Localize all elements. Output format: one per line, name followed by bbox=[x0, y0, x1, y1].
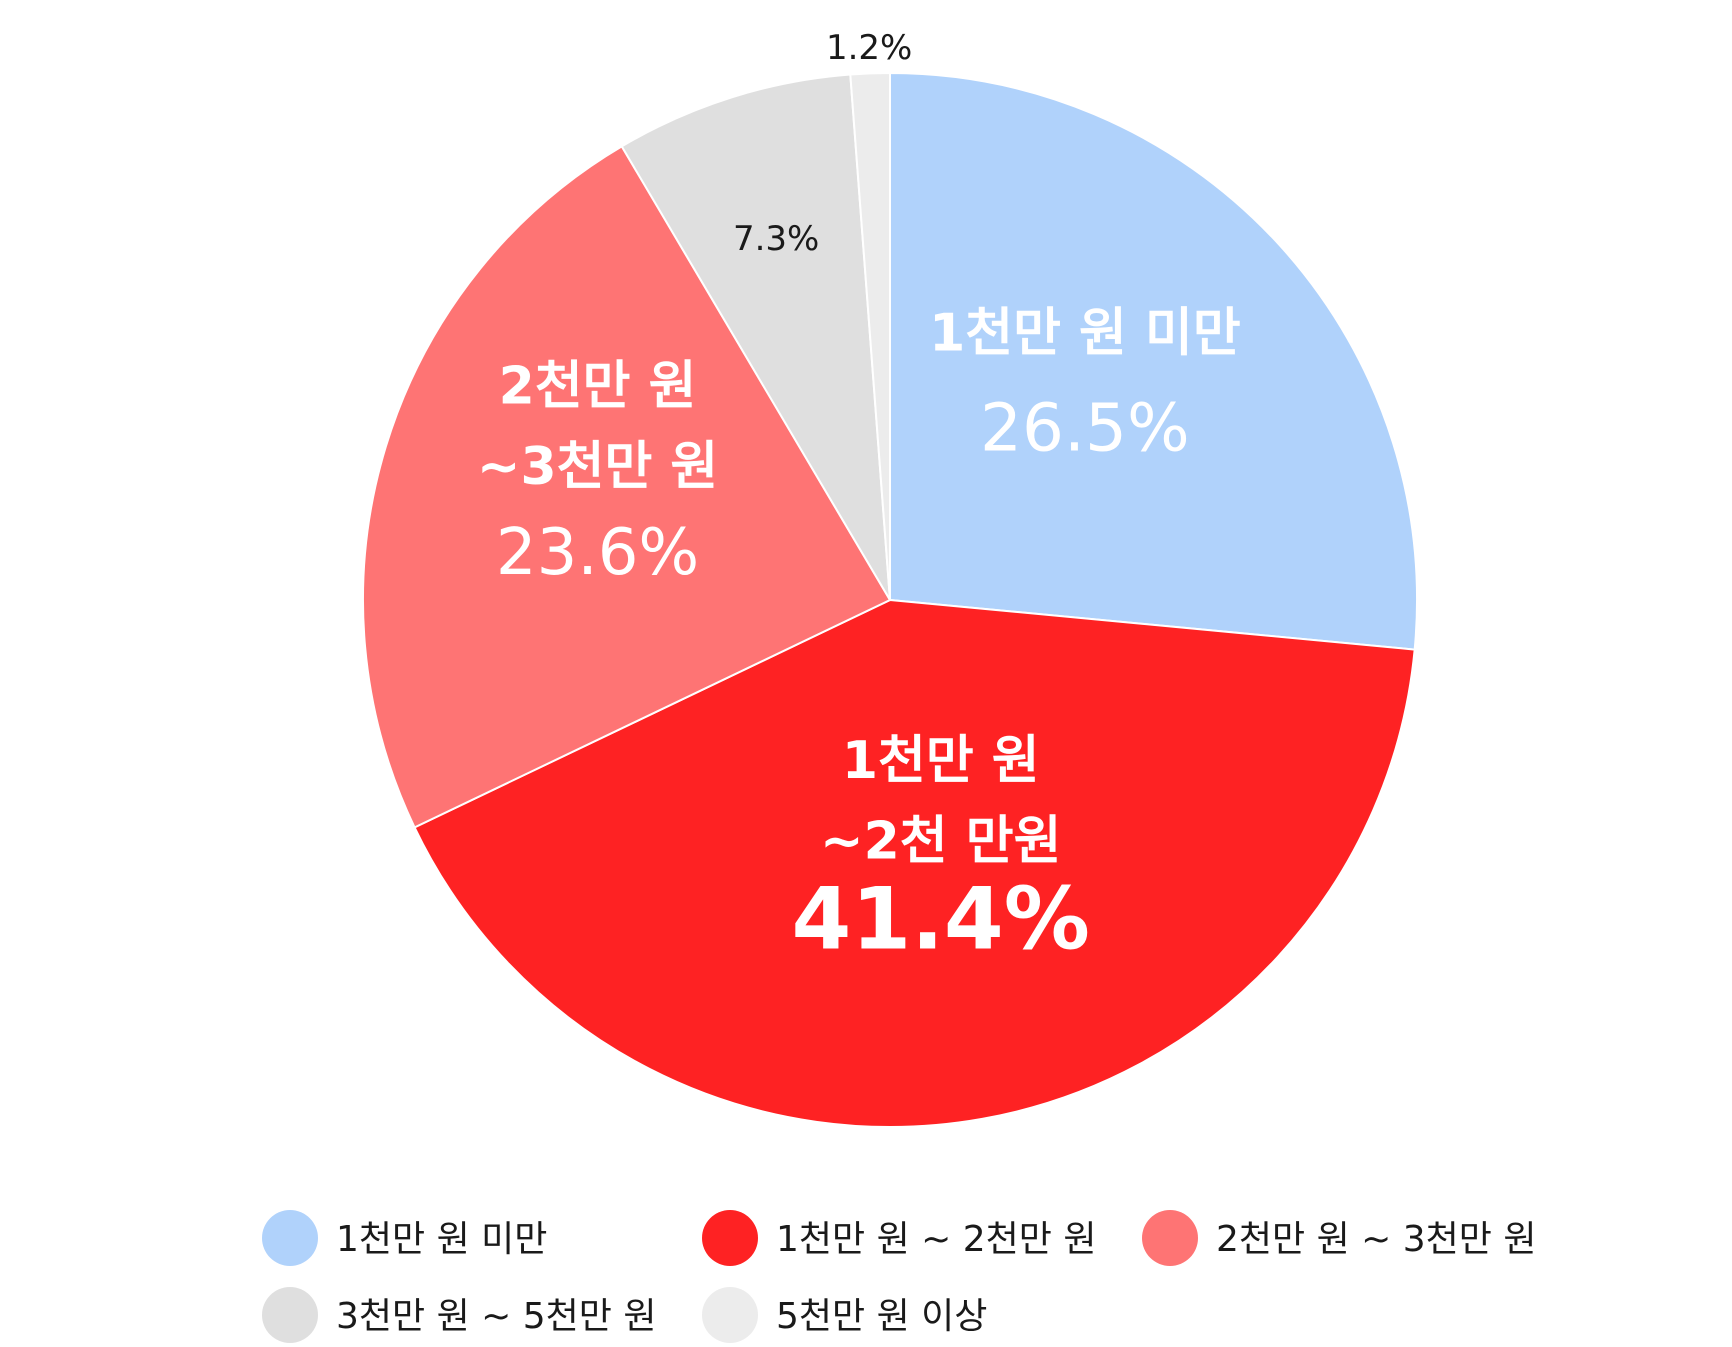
slice-2-category-label: 1천만 원 bbox=[842, 731, 1040, 791]
slice-4-legend-label: 3천만 원 ~ 5천만 원 bbox=[336, 1296, 656, 1337]
slice-2-wedge bbox=[413, 598, 1416, 1128]
slice-1-wedge bbox=[889, 71, 1418, 651]
slice-1-legend-label: 1천만 원 미만 bbox=[336, 1219, 547, 1260]
slice-5-legend-swatch bbox=[702, 1287, 758, 1343]
slice-2-category-label: ~2천 만원 bbox=[820, 812, 1061, 872]
slice-1-legend-swatch bbox=[262, 1210, 318, 1266]
slice-2-value-label: 41.4% bbox=[792, 870, 1090, 970]
slice-2-legend-label: 1천만 원 ~ 2천만 원 bbox=[776, 1219, 1096, 1260]
slice-5-wedge bbox=[849, 71, 891, 601]
slice-3-category-label: ~3천만 원 bbox=[477, 437, 718, 497]
slice-4-value-label: 7.3% bbox=[733, 219, 819, 259]
pie-slices bbox=[362, 71, 1418, 1128]
slice-5-legend-label: 5천만 원 이상 bbox=[776, 1296, 987, 1337]
slice-5-value-label: 1.2% bbox=[826, 28, 912, 68]
slice-1-category-label: 1천만 원 미만 bbox=[929, 304, 1241, 364]
slice-3-wedge bbox=[362, 145, 892, 829]
slice-3-category-label: 2천만 원 bbox=[499, 357, 697, 417]
slice-3-legend-label: 2천만 원 ~ 3천만 원 bbox=[1216, 1219, 1536, 1260]
chart-legend: 1천만 원 미만 1천만 원 ~ 2천만 원 2천만 원 ~ 3천만 원 3천만 원 … bbox=[262, 1210, 1536, 1343]
slice-4-legend-swatch bbox=[262, 1287, 318, 1343]
slice-4-wedge bbox=[620, 73, 891, 601]
slice-3-value-label: 23.6% bbox=[496, 516, 699, 590]
slice-2-legend-swatch bbox=[702, 1210, 758, 1266]
slice-3-legend-swatch bbox=[1142, 1210, 1198, 1266]
slice-1-value-label: 26.5% bbox=[980, 390, 1190, 467]
